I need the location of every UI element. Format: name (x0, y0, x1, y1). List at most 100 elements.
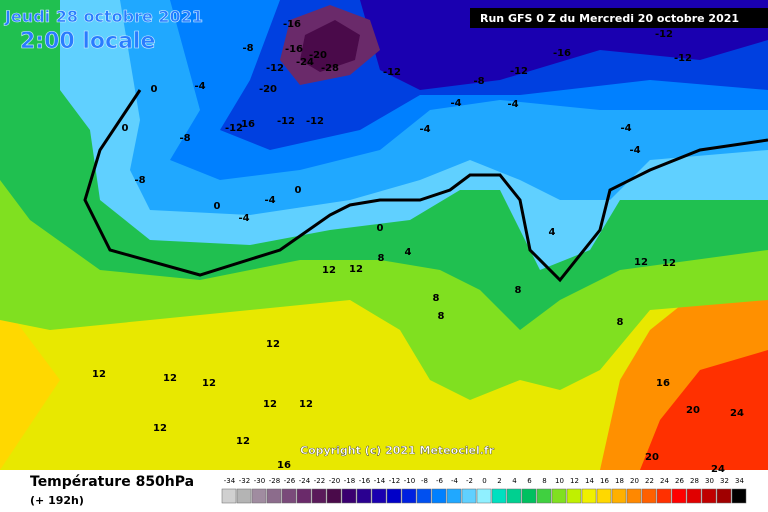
scale-swatch (506, 488, 522, 504)
scale-swatch (551, 488, 567, 504)
isotherm-label: -4 (629, 145, 640, 156)
scale-label: 32 (720, 477, 729, 485)
scale-swatch (236, 488, 252, 504)
isotherm-label: -12 (655, 29, 673, 40)
forecast-time: 2:00 locale (20, 29, 155, 54)
isotherm-label: -16 (237, 119, 255, 130)
scale-label: -4 (451, 477, 459, 485)
scale-swatch (566, 488, 582, 504)
isotherm-label: 0 (122, 123, 129, 134)
isotherm-line (83, 89, 768, 283)
isotherm-label: -4 (194, 81, 205, 92)
scale-swatch (221, 488, 237, 504)
scale-label: -12 (389, 477, 400, 485)
scale-label: -24 (299, 477, 311, 485)
isotherm-label: -12 (383, 67, 401, 78)
scale-swatch (596, 488, 612, 504)
temp-zone (0, 300, 60, 470)
isotherm-label: 20 (686, 405, 700, 416)
isotherm-label: -4 (450, 98, 461, 109)
isotherm-label: -8 (134, 175, 145, 186)
isotherm-label: 4 (405, 247, 412, 258)
scale-swatch (371, 488, 387, 504)
scale-label: 30 (705, 477, 714, 485)
isotherm-label: 12 (349, 264, 363, 275)
scale-label: 14 (585, 477, 594, 485)
scale-swatch (431, 488, 447, 504)
isotherm-label: -4 (238, 213, 249, 224)
scale-label: 2 (497, 477, 501, 485)
scale-swatch (311, 488, 327, 504)
scale-label: 24 (660, 477, 669, 485)
scale-label: 12 (570, 477, 579, 485)
isotherm-label: -20 (309, 50, 327, 61)
run-banner (470, 8, 768, 28)
scale-label: 10 (555, 477, 564, 485)
isotherm-label: 12 (163, 373, 177, 384)
scale-label: -20 (329, 477, 340, 485)
scale-label: -14 (374, 477, 386, 485)
scale-swatch (476, 488, 492, 504)
scale-swatch (296, 488, 312, 504)
isotherm-label: 16 (277, 460, 291, 471)
isotherm-label: -16 (285, 44, 303, 55)
scale-label: -22 (314, 477, 325, 485)
scale-label: -28 (269, 477, 280, 485)
isotherm-label: -4 (264, 195, 275, 206)
footer-lead: (+ 192h) (30, 494, 84, 507)
scale-label: 4 (512, 477, 517, 485)
scale-swatch (671, 488, 687, 504)
isotherm-label: 16 (656, 378, 670, 389)
isotherm-label: -4 (507, 99, 518, 110)
scale-label: 16 (600, 477, 609, 485)
scale-label: 0 (482, 477, 486, 485)
isotherm-label: -4 (620, 123, 631, 134)
isotherm-label: 8 (433, 293, 440, 304)
isotherm-label: 24 (730, 408, 744, 419)
isotherm-label: 12 (263, 399, 277, 410)
isotherm-label: -16 (553, 48, 571, 59)
isotherm-label: 0 (295, 185, 302, 196)
isotherm-label: 12 (299, 399, 313, 410)
isotherm-label: 4 (549, 227, 556, 238)
scale-swatch (356, 488, 372, 504)
scale-label: 34 (735, 477, 744, 485)
isotherm-label: 12 (202, 378, 216, 389)
isotherm-label: -20 (259, 84, 277, 95)
forecast-date: Jeudi 28 octobre 2021 (4, 7, 203, 26)
isotherm-label: 12 (92, 369, 106, 380)
isotherm-label: 12 (662, 258, 676, 269)
scale-swatch (731, 488, 747, 504)
isotherm-label: -8 (179, 133, 190, 144)
isotherm-label: 12 (322, 265, 336, 276)
isotherm-label: 12 (236, 436, 250, 447)
scale-label: 8 (542, 477, 546, 485)
scale-swatch (656, 488, 672, 504)
scale-label: -26 (284, 477, 296, 485)
isotherm-label: -12 (674, 53, 692, 64)
scale-label: 6 (527, 477, 532, 485)
scale-swatch (341, 488, 357, 504)
scale-label: -2 (466, 477, 473, 485)
isotherm-label: -16 (283, 19, 301, 30)
isotherm-label: -28 (321, 63, 339, 74)
scale-label: 18 (615, 477, 624, 485)
scale-swatch (461, 488, 477, 504)
isotherm-label: -8 (473, 76, 484, 87)
isotherm-label: 8 (515, 285, 522, 296)
isotherm-label: 24 (711, 464, 725, 475)
isotherm-label: -4 (419, 124, 430, 135)
scale-label: -18 (344, 477, 355, 485)
scale-label: 22 (645, 477, 654, 485)
scale-swatch (266, 488, 282, 504)
temp-zone (300, 20, 360, 72)
isotherm-label: 0 (214, 201, 221, 212)
temp-zone (640, 350, 768, 470)
scale-label: 20 (630, 477, 639, 485)
isotherm-label: 12 (153, 423, 167, 434)
scale-label: 26 (675, 477, 684, 485)
copyright: Copyright (c) 2021 Meteociel.fr (300, 444, 495, 457)
isotherm-label: 8 (378, 253, 385, 264)
scale-swatch (716, 488, 732, 504)
isotherm-label: 0 (151, 84, 158, 95)
